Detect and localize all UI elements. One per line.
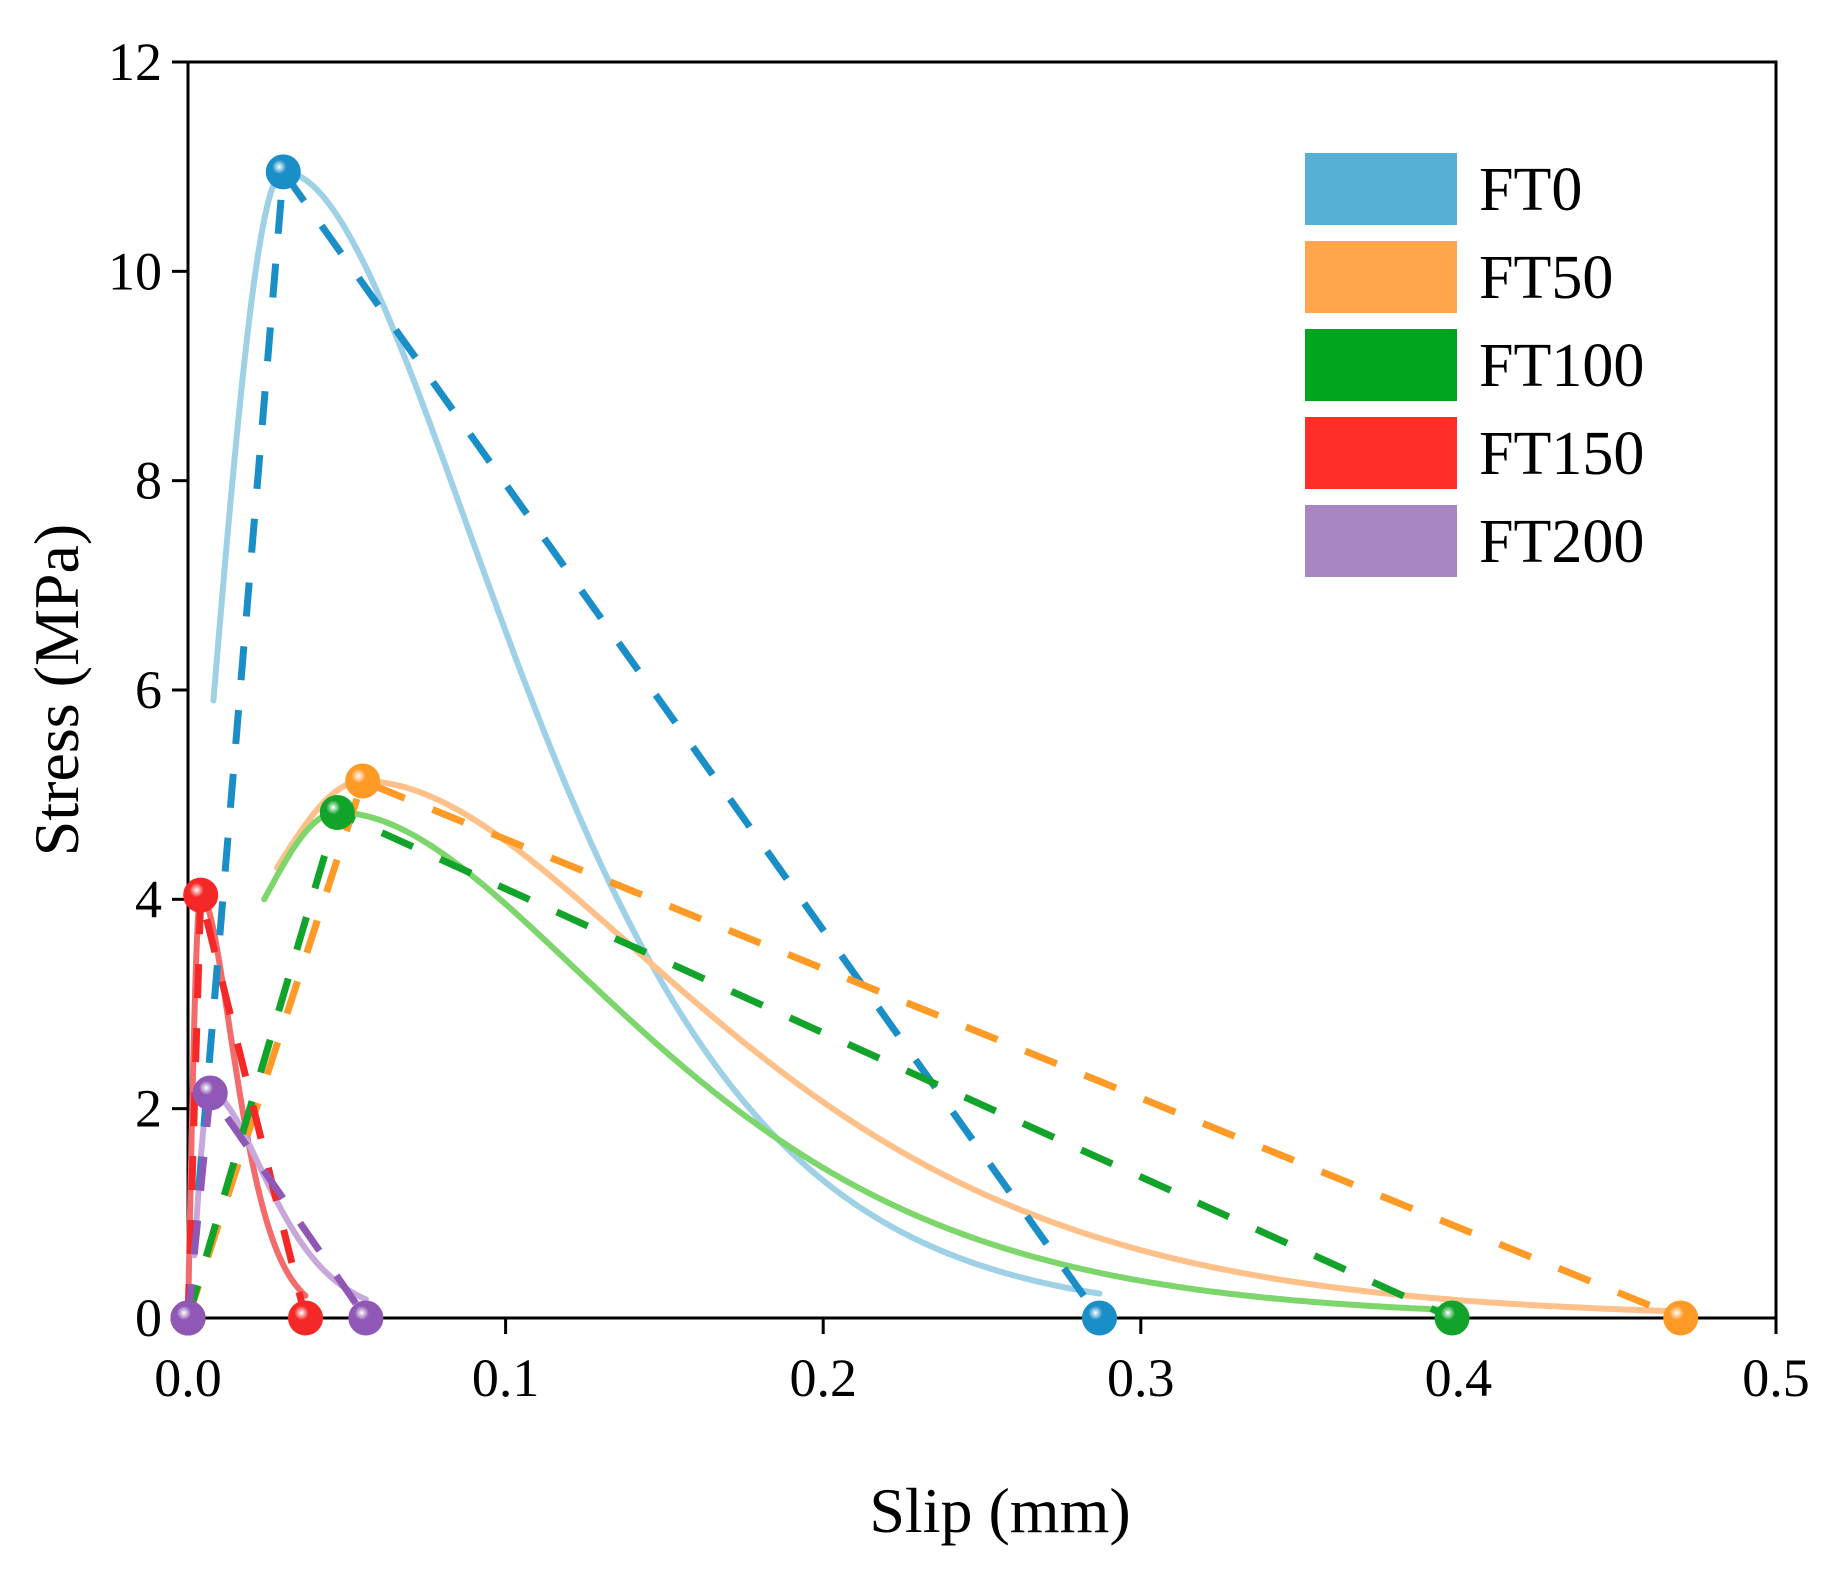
key-point-ft200	[192, 1075, 228, 1111]
key-point-ft0	[1082, 1300, 1118, 1336]
y-tick-label: 6	[135, 660, 162, 720]
y-tick-label: 12	[108, 32, 162, 92]
legend-swatch-ft150	[1305, 417, 1457, 489]
legend-label-ft200: FT200	[1479, 508, 1644, 576]
x-axis-title: Slip (mm)	[869, 1475, 1130, 1546]
legend-label-ft0: FT0	[1479, 156, 1582, 224]
legend-swatch-ft50	[1305, 241, 1457, 313]
y-tick-label: 0	[135, 1288, 162, 1348]
x-tick-label: 0.2	[789, 1348, 857, 1408]
key-point-ft50	[1663, 1300, 1699, 1336]
fit-curve-ft0	[210, 168, 1103, 1297]
axes: 0.0 0.1 0.2 0.3 0.4 0.5 0 2 4 6 8 10 12	[108, 32, 1810, 1408]
y-tick-label: 8	[135, 451, 162, 511]
key-line-ft50	[184, 777, 1683, 1322]
key-point-ft0	[265, 154, 301, 190]
y-tick-label: 4	[135, 869, 162, 929]
key-line-ft200	[184, 1089, 369, 1320]
key-line-ft0	[184, 168, 1103, 1321]
legend: FT0 FT50 FT100 FT150 FT200	[1305, 153, 1644, 577]
key-point-ft150	[183, 877, 219, 913]
key-line-ft100	[184, 809, 1454, 1322]
y-tick-label: 10	[108, 241, 162, 301]
x-tick-label: 0.5	[1742, 1348, 1810, 1408]
key-point-ft100	[319, 794, 355, 830]
legend-label-ft50: FT50	[1479, 244, 1613, 312]
y-tick-label: 2	[135, 1079, 162, 1139]
x-tick-label: 0.1	[472, 1348, 540, 1408]
key-point-ft200	[348, 1300, 384, 1336]
legend-swatch-ft200	[1305, 505, 1457, 577]
legend-label-ft100: FT100	[1479, 332, 1644, 400]
x-tick-label: 0.0	[154, 1348, 222, 1408]
key-point-ft200	[170, 1300, 206, 1336]
legend-swatch-ft0	[1305, 153, 1457, 225]
legend-label-ft150: FT150	[1479, 420, 1644, 488]
x-tick-label: 0.4	[1425, 1348, 1493, 1408]
y-axis-title: Stress (MPa)	[21, 524, 92, 856]
legend-swatch-ft100	[1305, 329, 1457, 401]
x-tick-label: 0.3	[1107, 1348, 1175, 1408]
key-point-ft50	[345, 763, 381, 799]
key-point-ft100	[1434, 1300, 1470, 1336]
key-point-ft150	[288, 1300, 324, 1336]
plot-area	[170, 154, 1699, 1336]
